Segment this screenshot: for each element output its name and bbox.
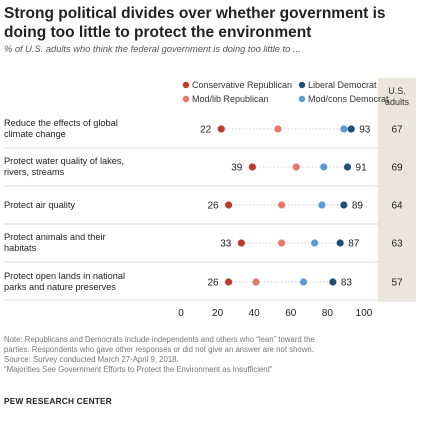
category-label: Reduce the effects of global xyxy=(4,118,118,128)
x-tick-label: 80 xyxy=(322,308,334,319)
data-label: 83 xyxy=(341,278,353,289)
data-label: 87 xyxy=(348,239,360,250)
data-label: 33 xyxy=(220,239,232,250)
chart-subtitle: % of U.S. adults who think the federal g… xyxy=(4,44,301,54)
us-adults-value: 57 xyxy=(391,278,403,289)
data-point-conservative-republican xyxy=(248,163,256,171)
chart-title-line2: doing too little to protect the environm… xyxy=(4,24,312,41)
data-label: 22 xyxy=(200,125,212,136)
data-point-liberal-democrat xyxy=(343,163,352,171)
data-point-liberal-democrat xyxy=(329,278,337,286)
us-adults-header: U.S. xyxy=(388,86,406,96)
us-adults-header: adults xyxy=(385,97,410,107)
category-label: Protect animals and their xyxy=(4,232,106,242)
legend-label: Mod/cons Democrat xyxy=(308,94,389,104)
data-point-conservative-republican xyxy=(224,278,233,286)
report-title-line: “Majorities See Government Efforts to Pr… xyxy=(4,365,273,374)
data-point-mod-lib-republican xyxy=(278,239,286,247)
category-label: climate change xyxy=(4,129,66,139)
x-tick-label: 40 xyxy=(249,308,261,319)
note-line: parties. Respondents who gave other resp… xyxy=(4,345,314,354)
dot-plot-chart: U.S.adults Conservative Republican Liberal… xyxy=(4,78,416,319)
us-adults-value: 63 xyxy=(391,239,403,250)
data-label: 91 xyxy=(356,163,368,174)
legend-label: Mod/lib Republican xyxy=(192,94,269,104)
data-label: 26 xyxy=(207,201,219,212)
data-point-mod-cons-democrat xyxy=(310,239,319,247)
data-point-mod-lib-republican xyxy=(274,125,282,133)
x-tick-label: 100 xyxy=(356,308,373,319)
data-point-liberal-democrat xyxy=(347,125,355,133)
legend-marker-conservative-republican xyxy=(182,81,190,89)
category-label: habitats xyxy=(4,243,37,253)
chart-title: Strong political divides over whether go… xyxy=(4,4,416,42)
category-label: Protect water quality of lakes, xyxy=(4,156,124,166)
legend-marker-liberal-democrat xyxy=(298,81,306,89)
data-point-mod-cons-democrat xyxy=(340,125,348,133)
chart-title-line1: Strong political divides over whether go… xyxy=(4,5,386,22)
legend-label: Conservative Republican xyxy=(192,80,292,90)
data-point-conservative-republican xyxy=(237,239,245,247)
legend-marker-mod-lib-republican xyxy=(182,95,190,103)
data-point-conservative-republican xyxy=(224,201,233,209)
legend-label: Liberal Democrat xyxy=(308,80,377,90)
legend-marker-mod-cons-democrat xyxy=(298,95,306,103)
us-adults-column-bg xyxy=(378,78,416,302)
x-tick-label: 20 xyxy=(212,308,224,319)
x-tick-label: 60 xyxy=(285,308,297,319)
data-point-mod-cons-democrat xyxy=(320,163,328,171)
data-label: 26 xyxy=(207,278,219,289)
category-label: Protect air quality xyxy=(4,200,75,210)
category-label: Protect open lands in national xyxy=(4,271,125,281)
source-line: Source: Survey conducted March 27-April … xyxy=(4,355,179,364)
data-point-liberal-democrat xyxy=(336,239,344,247)
data-point-mod-lib-republican xyxy=(292,163,300,171)
category-label: parks and nature preserves xyxy=(4,282,116,292)
data-point-conservative-republican xyxy=(217,125,225,133)
data-point-mod-lib-republican xyxy=(252,278,260,286)
us-adults-value: 64 xyxy=(391,201,403,212)
data-label: 89 xyxy=(352,201,364,212)
data-point-mod-cons-democrat xyxy=(318,201,326,209)
category-label: rivers, streams xyxy=(4,167,65,177)
data-point-liberal-democrat xyxy=(340,201,348,209)
note-line: Note: Republicans and Democrats include … xyxy=(4,335,315,344)
x-tick-label: 0 xyxy=(178,308,184,319)
data-label: 93 xyxy=(359,125,371,136)
data-point-mod-cons-democrat xyxy=(300,278,308,286)
data-point-mod-lib-republican xyxy=(278,201,286,209)
pew-logo-text: PEW RESEARCH CENTER xyxy=(4,396,112,406)
chart-notes: Note: Republicans and Democrats include … xyxy=(4,335,418,375)
us-adults-value: 67 xyxy=(391,125,403,136)
data-label: 39 xyxy=(231,163,243,174)
us-adults-value: 69 xyxy=(391,163,403,174)
